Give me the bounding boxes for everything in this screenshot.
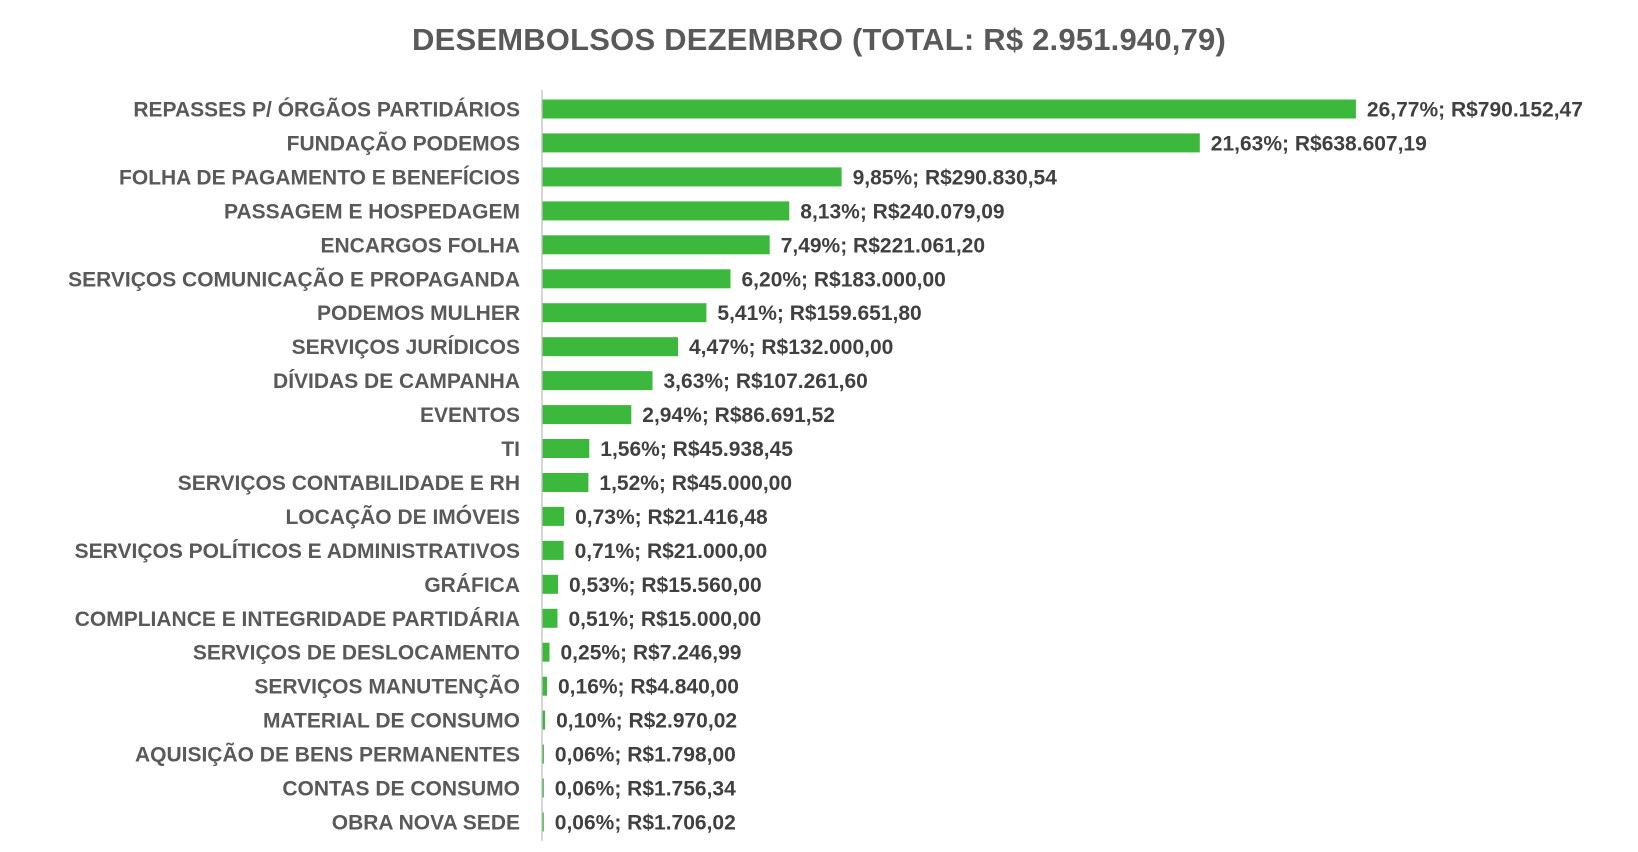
category-label: SERVIÇOS MANUTENÇÃO (254, 676, 520, 699)
category-label: MATERIAL DE CONSUMO (263, 710, 520, 733)
data-label: 8,13%; R$240.079,09 (800, 200, 1004, 223)
category-label: SERVIÇOS POLÍTICOS E ADMINISTRATIVOS (75, 540, 520, 563)
category-label: SERVIÇOS JURÍDICOS (292, 336, 520, 359)
data-labels: 26,77%; R$790.152,47 21,63%; R$638.607,19… (555, 99, 1583, 835)
bar (542, 778, 544, 798)
data-label: 0,06%; R$1.798,00 (555, 744, 736, 767)
bar (542, 303, 707, 323)
data-label: 0,51%; R$15.000,00 (569, 608, 762, 631)
bar (542, 676, 547, 696)
category-label: LOCAÇÃO DE IMÓVEIS (285, 505, 520, 529)
bar (542, 405, 632, 425)
data-label: 6,20%; R$183.000,00 (742, 268, 946, 291)
category-label: SERVIÇOS CONTABILIDADE E RH (178, 472, 520, 495)
data-label: 0,16%; R$4.840,00 (558, 676, 739, 699)
category-labels: REPASSES P/ ÓRGÃOS PARTIDÁRIOS FUNDAÇÃO P… (68, 98, 520, 835)
data-label: 9,85%; R$290.830,54 (853, 166, 1058, 189)
data-label: 0,10%; R$2.970,02 (556, 710, 737, 733)
data-label: 3,63%; R$107.261,60 (664, 370, 868, 393)
category-label: CONTAS DE CONSUMO (282, 778, 520, 801)
category-label: SERVIÇOS COMUNICAÇÃO E PROPAGANDA (68, 268, 520, 291)
category-label: AQUISIÇÃO DE BENS PERMANENTES (135, 744, 520, 767)
category-label: REPASSES P/ ÓRGÃOS PARTIDÁRIOS (133, 98, 520, 122)
chart-title: DESEMBOLSOS DEZEMBRO (TOTAL: R$ 2.951.94… (411, 22, 1227, 57)
data-label: 0,53%; R$15.560,00 (569, 574, 762, 597)
bar (542, 337, 678, 357)
data-label: 4,47%; R$132.000,00 (689, 336, 893, 359)
category-label: OBRA NOVA SEDE (332, 812, 520, 835)
bar (542, 812, 544, 832)
category-label: SERVIÇOS DE DESLOCAMENTO (193, 642, 520, 665)
category-label: COMPLIANCE E INTEGRIDADE PARTIDÁRIA (75, 608, 520, 631)
bar (542, 167, 842, 187)
bar (542, 235, 770, 255)
data-label: 0,73%; R$21.416,48 (575, 506, 768, 529)
bar (542, 506, 565, 526)
bar (542, 133, 1200, 153)
bar (542, 371, 653, 391)
bar (542, 201, 790, 221)
category-label: EVENTOS (420, 404, 520, 427)
bar (542, 473, 589, 492)
bars-layer (542, 99, 1356, 832)
bar (542, 710, 546, 730)
bar (542, 99, 1356, 119)
data-label: 0,25%; R$7.246,99 (561, 642, 742, 665)
bar (542, 439, 590, 458)
data-label: 0,71%; R$21.000,00 (575, 540, 768, 563)
data-label: 21,63%; R$638.607,19 (1211, 132, 1427, 155)
bar (542, 574, 558, 594)
bar (542, 744, 544, 764)
data-label: 0,06%; R$1.756,34 (555, 778, 736, 801)
data-label: 7,49%; R$221.061,20 (781, 234, 985, 257)
bar (542, 540, 564, 560)
category-label: PODEMOS MULHER (317, 302, 520, 325)
bar (542, 642, 550, 662)
category-label: GRÁFICA (424, 574, 520, 597)
category-label: ENCARGOS FOLHA (321, 234, 521, 257)
category-label: DÍVIDAS DE CAMPANHA (273, 370, 520, 393)
data-label: 1,56%; R$45.938,45 (600, 438, 793, 461)
bar (542, 269, 731, 289)
data-label: 0,06%; R$1.706,02 (555, 812, 736, 835)
data-label: 2,94%; R$86.691,52 (642, 404, 835, 427)
data-label: 26,77%; R$790.152,47 (1367, 99, 1583, 122)
category-label: TI (501, 438, 520, 461)
data-label: 5,41%; R$159.651,80 (717, 302, 921, 325)
category-label: PASSAGEM E HOSPEDAGEM (224, 200, 520, 223)
bar (542, 608, 558, 628)
data-label: 1,52%; R$45.000,00 (599, 472, 792, 495)
category-label: FOLHA DE PAGAMENTO E BENEFÍCIOS (119, 166, 520, 189)
category-label: FUNDAÇÃO PODEMOS (287, 132, 520, 155)
